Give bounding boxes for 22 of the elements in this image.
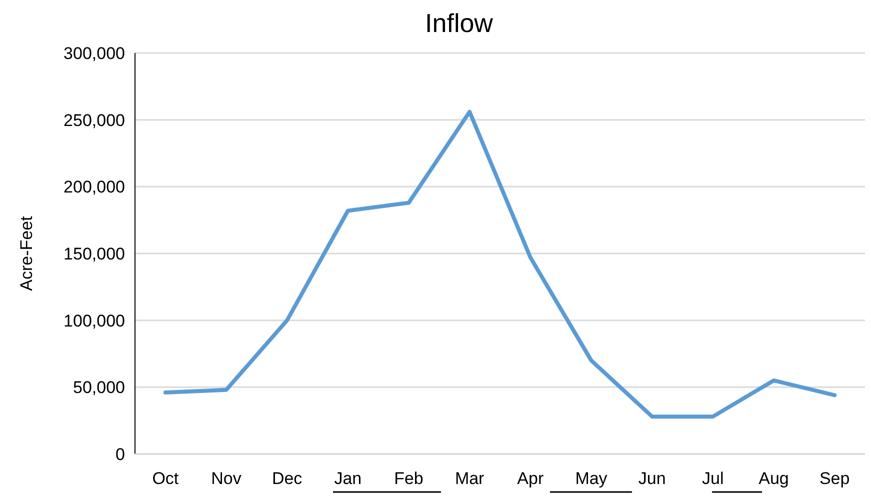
y-tick-label: 50,000 <box>73 378 125 398</box>
x-tick-label: Aug <box>758 469 789 488</box>
y-axis-title: Acre-Feet <box>17 216 36 291</box>
y-tick-label: 0 <box>116 444 125 464</box>
y-tick-label: 250,000 <box>64 110 125 130</box>
x-tick-label: Sep <box>819 469 850 488</box>
y-tick-label: 150,000 <box>64 244 125 264</box>
x-tick-label: Jun <box>638 469 666 488</box>
x-tick-label: Oct <box>152 469 179 488</box>
x-tick-label: Nov <box>211 469 242 488</box>
y-tick-label: 100,000 <box>64 311 125 330</box>
x-tick-label: Dec <box>272 469 303 488</box>
y-tick-label: 200,000 <box>64 178 125 197</box>
x-tick-label: Jan <box>334 469 362 488</box>
x-tick-label: Mar <box>454 469 485 488</box>
chart-title: Inflow <box>425 8 494 38</box>
line-series <box>163 110 837 419</box>
y-tick-label: 300,000 <box>64 44 125 63</box>
x-tick-label: May <box>575 469 608 488</box>
x-tick-label: Jul <box>702 469 724 488</box>
x-tick-label: Feb <box>394 469 424 488</box>
x-tick-label: Apr <box>517 469 544 488</box>
